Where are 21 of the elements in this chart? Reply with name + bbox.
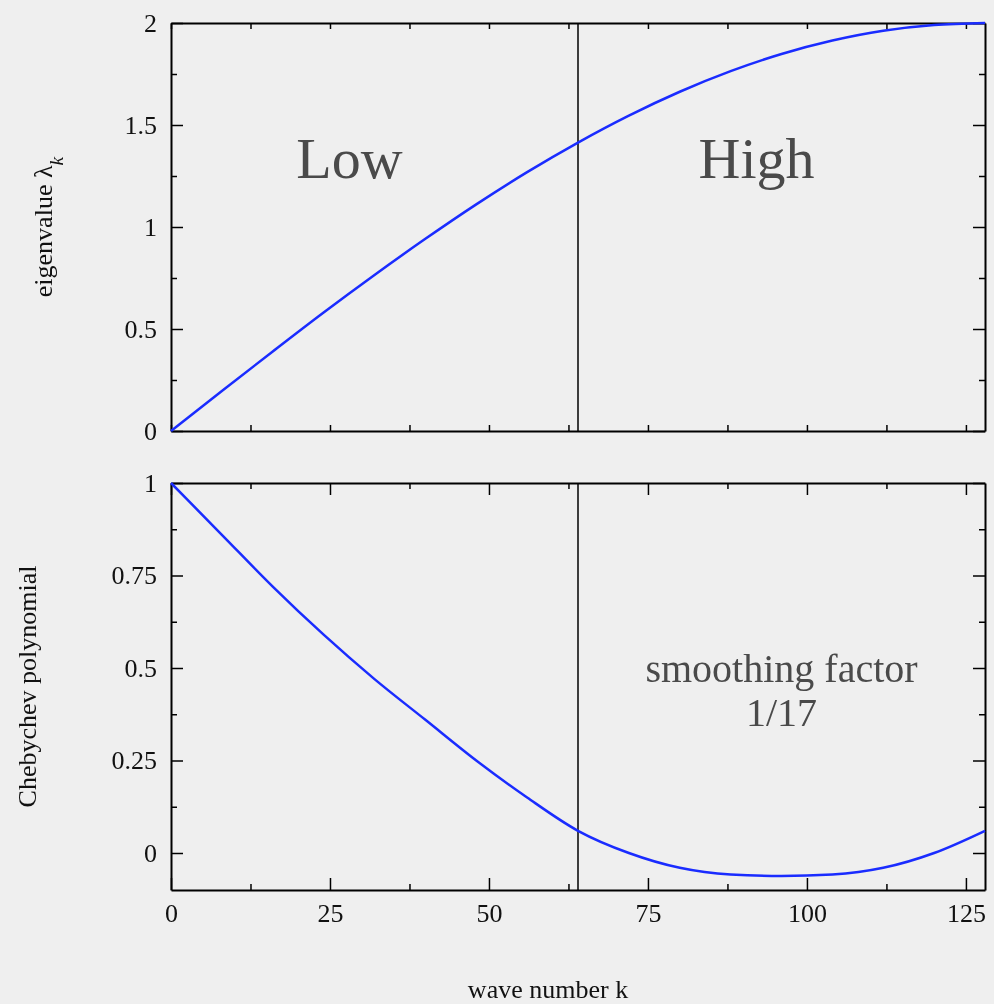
y-axis-title: Chebychev polynomial bbox=[13, 565, 42, 808]
y-tick-label: 0.5 bbox=[124, 314, 157, 344]
y-tick-label: 0 bbox=[144, 416, 157, 446]
x-tick-label: 0 bbox=[165, 899, 178, 929]
annotation: smoothing factor 1/17 bbox=[645, 646, 918, 736]
y-tick-label: 0.75 bbox=[111, 561, 157, 591]
x-axis-title: wave number k bbox=[467, 975, 629, 1004]
y-tick-label: 2 bbox=[144, 8, 157, 38]
x-tick-label: 25 bbox=[317, 899, 344, 929]
y-tick-label: 0.25 bbox=[111, 746, 157, 776]
x-tick-label: 125 bbox=[946, 899, 986, 929]
annotation: High bbox=[698, 125, 815, 191]
y-tick-label: 1.5 bbox=[124, 110, 157, 140]
y-tick-label: 0 bbox=[144, 838, 157, 868]
y-tick-label: 1 bbox=[144, 468, 157, 498]
x-tick-label: 100 bbox=[787, 899, 827, 929]
y-tick-label: 1 bbox=[144, 212, 157, 242]
y-tick-label: 0.5 bbox=[124, 653, 157, 683]
x-tick-label: 50 bbox=[476, 899, 503, 929]
annotation: Low bbox=[296, 125, 403, 191]
x-tick-label: 75 bbox=[635, 899, 662, 929]
